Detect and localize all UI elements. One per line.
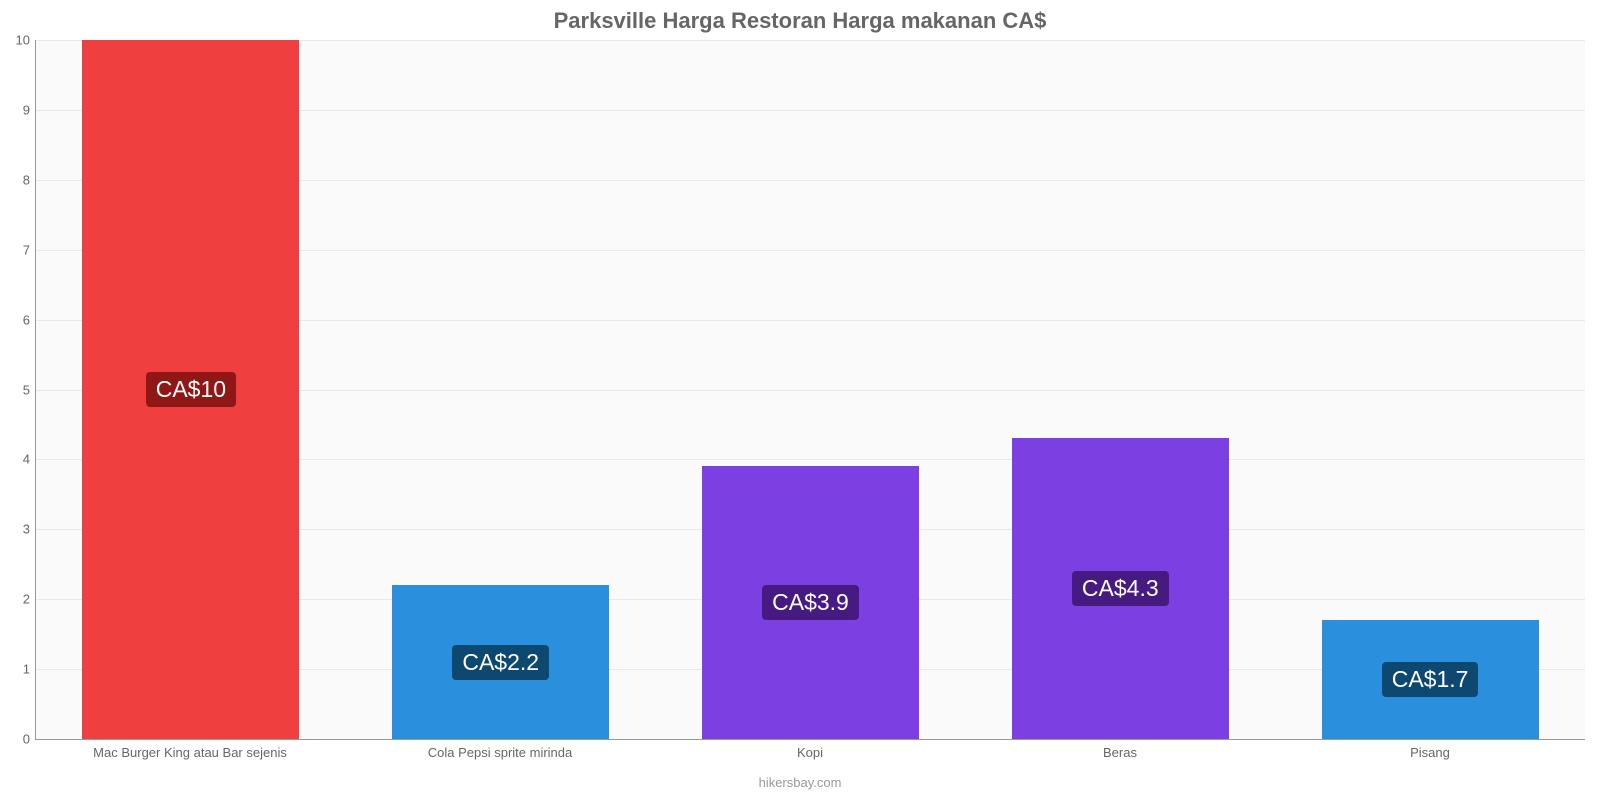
bar: CA$1.7 [1322, 620, 1539, 739]
bar: CA$4.3 [1012, 438, 1229, 739]
chart-title: Parksville Harga Restoran Harga makanan … [0, 0, 1600, 34]
chart-plot-area: 012345678910 CA$10CA$2.2CA$3.9CA$4.3CA$1… [35, 40, 1585, 740]
x-tick-label: Kopi [655, 743, 965, 760]
bar-value-label: CA$3.9 [762, 585, 859, 620]
y-tick-label: 2 [6, 592, 30, 607]
y-tick-label: 7 [6, 242, 30, 257]
bar-value-label: CA$4.3 [1072, 571, 1169, 606]
bar: CA$3.9 [702, 466, 919, 739]
bar: CA$10 [82, 40, 299, 739]
x-tick-label: Mac Burger King atau Bar sejenis [35, 743, 345, 760]
y-tick-label: 10 [6, 33, 30, 48]
y-tick-label: 4 [6, 452, 30, 467]
x-tick-label: Pisang [1275, 743, 1585, 760]
bar-slot: CA$10 [36, 40, 346, 739]
bar-slot: CA$4.3 [965, 40, 1275, 739]
y-tick-label: 8 [6, 172, 30, 187]
y-tick-label: 5 [6, 382, 30, 397]
bar: CA$2.2 [392, 585, 609, 739]
y-tick-label: 3 [6, 522, 30, 537]
bar-value-label: CA$1.7 [1382, 662, 1479, 697]
y-tick-label: 0 [6, 732, 30, 747]
y-tick-label: 1 [6, 662, 30, 677]
x-tick-label: Beras [965, 743, 1275, 760]
y-tick-label: 6 [6, 312, 30, 327]
x-tick-label: Cola Pepsi sprite mirinda [345, 743, 655, 760]
bars-row: CA$10 CA$2.2 CA$3.9 CA$4.3 CA$1.7 [36, 40, 1585, 739]
y-tick-label: 9 [6, 102, 30, 117]
bar-value-label: CA$2.2 [452, 645, 549, 680]
bar-slot: CA$1.7 [1275, 40, 1585, 739]
footer-credit: hikersbay.com [0, 775, 1600, 790]
bar-slot: CA$3.9 [656, 40, 966, 739]
x-axis-labels: Mac Burger King atau Bar sejenisCola Pep… [35, 743, 1585, 760]
bar-slot: CA$2.2 [346, 40, 656, 739]
bar-value-label: CA$10 [146, 372, 236, 407]
